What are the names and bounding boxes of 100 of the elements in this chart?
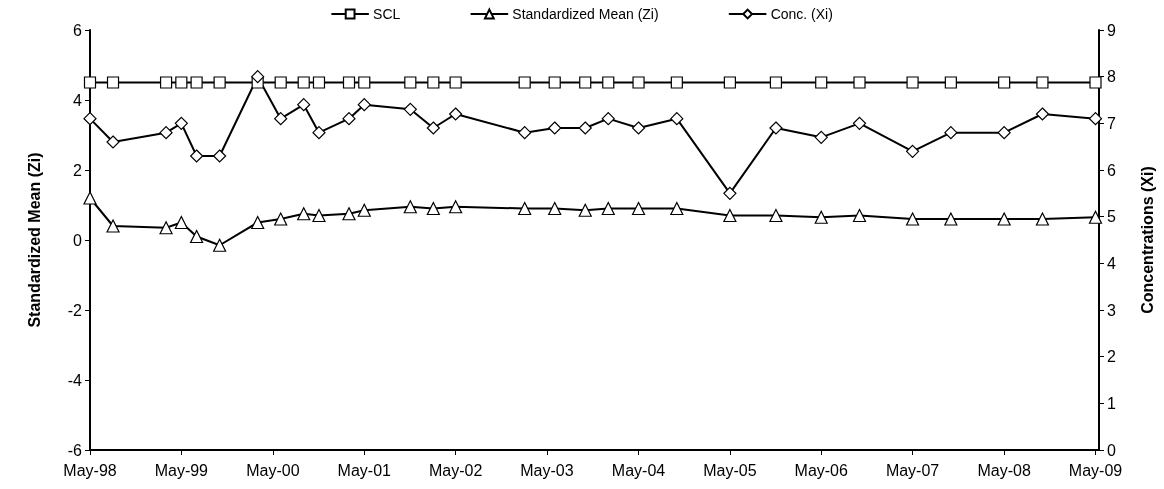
point	[159, 126, 173, 140]
point	[1088, 210, 1103, 224]
point	[426, 121, 440, 135]
point	[906, 76, 919, 89]
point	[174, 215, 188, 230]
point	[404, 76, 417, 89]
point	[342, 76, 356, 89]
point	[358, 76, 371, 89]
point	[213, 149, 227, 163]
point	[83, 191, 97, 205]
point	[190, 229, 204, 244]
point	[449, 107, 463, 121]
x-tick-label: May-08	[977, 461, 1031, 479]
point	[190, 149, 204, 163]
point	[449, 76, 462, 89]
y-tick-label: 0	[73, 231, 83, 249]
point	[357, 98, 371, 112]
point	[723, 208, 737, 223]
point	[274, 112, 288, 126]
x-tick-label: May-09	[1068, 461, 1123, 479]
point	[190, 76, 203, 89]
point	[601, 112, 615, 126]
point	[449, 200, 463, 214]
point	[997, 212, 1011, 226]
point	[548, 121, 562, 135]
point	[426, 201, 440, 216]
x-tick-label: May-98	[63, 461, 117, 479]
y-tick-label: 6	[73, 21, 83, 39]
point	[1036, 76, 1049, 89]
point	[769, 208, 783, 223]
point	[106, 76, 120, 89]
point	[548, 201, 562, 216]
x-tick-label: May-07	[885, 461, 940, 479]
point	[274, 212, 288, 226]
point	[175, 76, 188, 89]
point	[548, 76, 561, 89]
point	[853, 76, 866, 89]
point	[814, 210, 828, 224]
point	[670, 112, 684, 126]
point	[905, 144, 920, 158]
y-tick-label: -4	[67, 371, 83, 389]
point	[83, 76, 97, 89]
legend-label: Conc. (Xi)	[770, 6, 833, 22]
point	[297, 76, 310, 89]
point	[769, 76, 783, 89]
y-axis-title: Standardized Mean (Zi)	[25, 152, 43, 328]
x-tick-label: May-00	[246, 461, 300, 479]
point	[997, 126, 1011, 140]
x-tick-label: May-01	[337, 461, 392, 479]
x-tick-label: May-02	[428, 461, 483, 479]
point	[1035, 212, 1050, 226]
point	[998, 76, 1011, 89]
point	[944, 76, 957, 89]
point	[670, 76, 683, 89]
point	[1035, 107, 1050, 121]
point	[312, 126, 326, 140]
point	[159, 76, 173, 89]
x-tick-label: May-05	[703, 461, 757, 479]
point	[106, 135, 120, 149]
point	[518, 126, 532, 140]
point	[814, 130, 828, 144]
point	[1089, 76, 1102, 89]
y-tick-label: -2	[67, 301, 83, 319]
point	[83, 112, 97, 126]
point	[342, 207, 356, 221]
point	[403, 200, 417, 214]
y2-tick-label: 3	[1107, 301, 1116, 319]
point	[852, 116, 867, 130]
legend-label: SCL	[373, 6, 401, 22]
point	[297, 98, 311, 112]
y-tick-label: 4	[73, 91, 83, 109]
y2-tick-label: 7	[1107, 114, 1116, 132]
point	[944, 126, 958, 140]
point	[518, 201, 532, 216]
point	[944, 212, 958, 226]
y2-tick-label: 6	[1107, 161, 1116, 179]
point	[213, 76, 226, 89]
point	[274, 76, 287, 89]
y2-tick-label: 4	[1107, 254, 1116, 272]
point	[723, 186, 737, 200]
y-tick-label: 2	[73, 161, 83, 179]
point	[632, 76, 645, 89]
point	[602, 76, 615, 89]
point	[106, 219, 120, 233]
point	[518, 76, 531, 89]
y2-tick-label: 0	[1107, 441, 1116, 459]
point	[670, 201, 684, 216]
y2-tick-label: 9	[1107, 21, 1116, 39]
y2-tick-label: 2	[1107, 348, 1116, 366]
y2-axis-title: Concentrations (Xi)	[1138, 166, 1156, 314]
point	[815, 76, 828, 89]
x-tick-label: May-04	[611, 461, 666, 479]
point	[312, 208, 326, 223]
point	[213, 238, 227, 252]
point	[769, 121, 783, 135]
point	[578, 121, 592, 135]
point	[905, 212, 920, 226]
point	[579, 76, 592, 89]
x-tick-label: May-99	[154, 461, 209, 479]
point	[403, 102, 417, 116]
